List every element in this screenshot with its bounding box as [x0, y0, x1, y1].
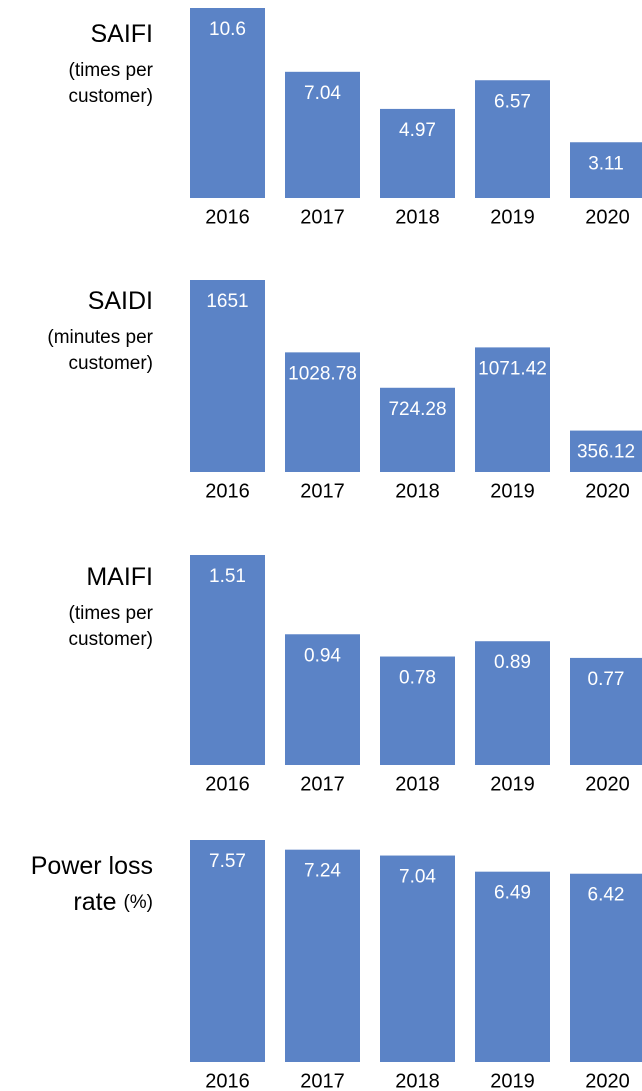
- bar: [475, 871, 550, 1062]
- value-label: 7.04: [304, 83, 341, 104]
- chart-subtitle: (times per: [69, 603, 154, 624]
- x-tick-label: 2019: [490, 1070, 535, 1091]
- value-label: 0.94: [304, 645, 341, 666]
- bar: [190, 840, 265, 1062]
- bar: [475, 80, 550, 198]
- chart-title: SAIDI: [88, 287, 153, 315]
- value-label: 1.51: [209, 566, 246, 587]
- value-label: 1651: [206, 291, 248, 312]
- bar: [570, 142, 642, 198]
- value-label: 6.49: [494, 883, 531, 904]
- bar: [475, 347, 550, 472]
- chart-title-line: SAIFI: [90, 20, 153, 48]
- x-tick-label: 2020: [585, 480, 630, 502]
- value-label: 0.89: [494, 652, 531, 673]
- bar: [190, 280, 265, 472]
- chart-title: MAIFI: [86, 563, 153, 591]
- bar: [570, 430, 642, 472]
- x-tick-label: 2017: [300, 1070, 345, 1091]
- value-label: 1028.78: [288, 363, 357, 384]
- bar: [380, 656, 455, 765]
- x-tick-label: 2016: [205, 206, 250, 228]
- bar: [285, 849, 360, 1062]
- x-tick-label: 2019: [490, 206, 535, 228]
- chart-title-line: Power loss: [31, 852, 153, 880]
- x-tick-label: 2016: [205, 480, 250, 502]
- chart-subtitle: customer): [69, 629, 153, 650]
- x-tick-label: 2016: [205, 1070, 250, 1091]
- bar: [190, 8, 265, 198]
- value-label: 10.6: [209, 19, 246, 40]
- bar: [570, 873, 642, 1062]
- value-label: 724.28: [388, 399, 446, 420]
- chart-title: SAIFI: [90, 20, 153, 48]
- value-label: 0.78: [399, 668, 436, 689]
- chart-subtitle: customer): [69, 353, 153, 374]
- chart-subtitle: (%): [123, 892, 153, 913]
- x-tick-label: 2016: [205, 773, 250, 795]
- value-label: 7.04: [399, 867, 436, 888]
- chart-title-line: SAIDI: [88, 287, 153, 315]
- x-tick-label: 2019: [490, 773, 535, 795]
- value-label: 6.42: [588, 885, 625, 906]
- chart-title-line: rate: [73, 888, 116, 916]
- chart-subtitle: customer): [69, 86, 153, 107]
- chart-title: Power loss: [31, 852, 153, 880]
- value-label: 6.57: [494, 91, 531, 112]
- x-tick-label: 2018: [395, 206, 440, 228]
- x-tick-label: 2017: [300, 480, 345, 502]
- bar: [570, 657, 642, 765]
- bar: [285, 352, 360, 472]
- x-tick-label: 2018: [395, 480, 440, 502]
- chart-subtitle: (times per: [69, 60, 154, 81]
- bar: [380, 855, 455, 1062]
- bar: [190, 555, 265, 765]
- value-label: 3.11: [588, 153, 624, 174]
- x-tick-label: 2019: [490, 480, 535, 502]
- value-label: 1071.42: [478, 358, 547, 379]
- chart-title-line: MAIFI: [86, 563, 153, 591]
- x-tick-label: 2020: [585, 206, 630, 228]
- value-label: 7.57: [209, 851, 246, 872]
- x-tick-label: 2017: [300, 773, 345, 795]
- value-label: 4.97: [399, 120, 436, 141]
- x-tick-label: 2018: [395, 1070, 440, 1091]
- bar: [285, 634, 360, 765]
- x-tick-label: 2020: [585, 773, 630, 795]
- bar: [475, 641, 550, 765]
- x-tick-label: 2020: [585, 1070, 630, 1091]
- bar: [380, 108, 455, 198]
- value-label: 7.24: [304, 861, 341, 882]
- bar: [380, 387, 455, 472]
- value-label: 0.77: [588, 669, 625, 690]
- value-label: 356.12: [577, 442, 635, 463]
- bar: [285, 71, 360, 198]
- chart-title: rate (%): [73, 888, 153, 916]
- x-tick-label: 2017: [300, 206, 345, 228]
- x-tick-label: 2018: [395, 773, 440, 795]
- chart-subtitle: (minutes per: [47, 327, 153, 348]
